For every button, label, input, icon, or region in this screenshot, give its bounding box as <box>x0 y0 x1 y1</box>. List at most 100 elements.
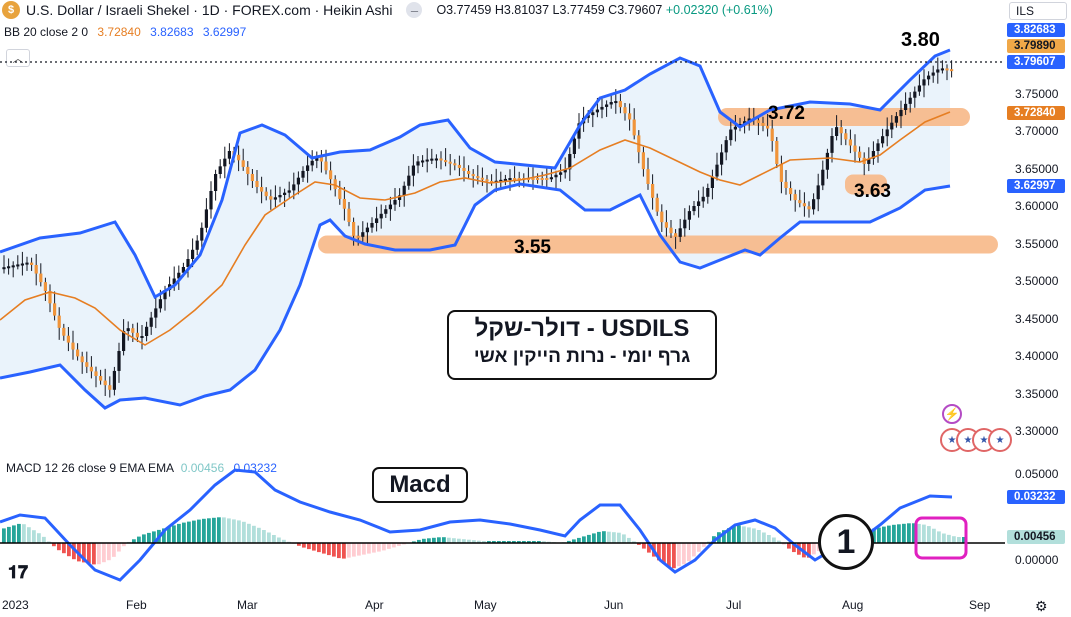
macd-histogram-bar <box>452 538 456 543</box>
candle-body <box>103 380 107 386</box>
macd-histogram-bar <box>637 543 641 545</box>
candle-body <box>430 158 434 161</box>
candle-body <box>784 181 788 188</box>
macd-histogram-bar <box>792 543 796 553</box>
candle-body <box>62 327 66 336</box>
bb-upper-line <box>0 48 951 300</box>
candle-body <box>729 129 733 141</box>
macd-axis-label-1: 0.00000 <box>1015 553 1059 567</box>
macd-histogram-bar <box>57 543 61 551</box>
macd-histogram-bar <box>957 537 961 543</box>
candle-body <box>563 169 567 173</box>
candle-body <box>177 272 181 279</box>
candle-body <box>126 328 130 332</box>
macd-histogram-bar <box>912 523 916 543</box>
macd-histogram-bar <box>212 517 216 543</box>
macd-histogram-bar <box>387 543 391 549</box>
macd-histogram-bar <box>192 520 196 543</box>
candle-body <box>227 151 231 159</box>
macd-label: MACD 12 26 close 9 EMA EMA <box>6 461 174 475</box>
macd-histogram-bar <box>787 543 791 549</box>
time-label-mar: Mar <box>237 598 258 612</box>
candle-body <box>200 227 204 241</box>
candle-body <box>724 140 728 153</box>
bb-lower-line <box>0 182 951 410</box>
price-axis-label: 3.65000 <box>1015 161 1059 176</box>
candle-body <box>241 160 245 167</box>
candle-body <box>917 85 921 92</box>
macd-histogram-bar <box>512 541 516 543</box>
candle-body <box>361 232 365 237</box>
macd-histogram-bar <box>417 539 421 543</box>
macd-histogram-bar <box>772 537 776 543</box>
macd-histogram-bar <box>27 527 31 543</box>
tradingview-logo-icon[interactable]: 𝟏𝟕 <box>8 562 29 582</box>
macd-histogram-bar <box>602 531 606 543</box>
macd-histogram-bar <box>627 537 631 543</box>
collapse-legend-icon[interactable]: – <box>406 2 423 18</box>
bb-label: BB 20 close 2 0 <box>4 25 89 39</box>
lightning-icon[interactable]: ⚡ <box>942 404 962 424</box>
candle-body <box>186 259 190 267</box>
us-flag-icon[interactable]: ★ <box>988 428 1012 452</box>
candle-body <box>683 219 687 229</box>
macd-histogram-bar <box>432 537 436 543</box>
macd-histogram-bar <box>72 543 76 560</box>
macd-line-value: 0.03232 <box>233 461 277 475</box>
macd-histogram-bar <box>32 530 36 543</box>
macd-histogram-bar <box>907 523 911 543</box>
macd-histogram-bar <box>137 536 141 543</box>
candle-body <box>444 160 448 163</box>
macd-histogram-bar <box>462 539 466 543</box>
candle-body <box>402 185 406 196</box>
macd-legend[interactable]: MACD 12 26 close 9 EMA EMA 0.00456 0.032… <box>6 461 277 475</box>
candle-body <box>209 191 213 210</box>
candle-body <box>85 362 89 367</box>
candle-body <box>264 191 268 197</box>
bb-legend[interactable]: BB 20 close 2 0 3.72840 3.82683 3.62997 <box>4 25 246 39</box>
bb-basis-line <box>0 111 951 346</box>
candle-body <box>434 158 438 161</box>
candle-body <box>457 164 461 168</box>
macd-pane <box>0 468 966 582</box>
candle-body <box>950 69 954 72</box>
candle-body <box>844 133 848 140</box>
bb-lower-tag: 3.62997 <box>1007 179 1065 193</box>
candle-body <box>250 173 254 182</box>
chevron-up-icon[interactable]: ︿ <box>6 49 30 67</box>
macd-histogram-bar <box>342 543 346 559</box>
macd-histogram-bar <box>952 536 956 543</box>
macd-histogram-bar <box>917 523 921 543</box>
macd-histogram-bar <box>247 523 251 543</box>
macd-histogram-bar <box>492 541 496 543</box>
macd-histogram-bar <box>222 517 226 543</box>
candle-body <box>572 138 576 154</box>
currency-selector[interactable]: ILS <box>1009 2 1067 20</box>
macd-histogram-bar <box>542 541 546 543</box>
high-tag: 3.79890 <box>1007 39 1065 53</box>
macd-histogram-bar <box>487 541 491 543</box>
event-flags[interactable]: ★ ★ ★ ★ <box>940 428 1012 452</box>
candle-body <box>352 222 356 236</box>
level-label-355: 3.55 <box>514 237 551 258</box>
candle-body <box>531 178 535 180</box>
candle-body <box>651 184 655 198</box>
candle-body <box>922 79 926 86</box>
macd-histogram-bar <box>902 523 906 543</box>
candle-body <box>172 278 176 285</box>
candle-body <box>747 118 751 122</box>
macd-histogram-bar <box>117 543 121 552</box>
candle-body <box>319 156 323 162</box>
candle-body <box>756 120 760 124</box>
macd-histogram-bar <box>617 532 621 543</box>
macd-histogram-bar <box>887 525 891 543</box>
time-label-2023: 2023 <box>2 598 29 612</box>
candle-body <box>66 335 70 343</box>
candle-body <box>462 167 466 171</box>
macd-histogram-bar <box>607 531 611 543</box>
macd-histogram-bar <box>472 540 476 543</box>
symbol-title[interactable]: U.S. Dollar / Israeli Shekel · 1D · FORE… <box>26 2 393 18</box>
gear-icon[interactable]: ⚙ <box>1035 598 1048 614</box>
candle-body <box>7 266 11 269</box>
